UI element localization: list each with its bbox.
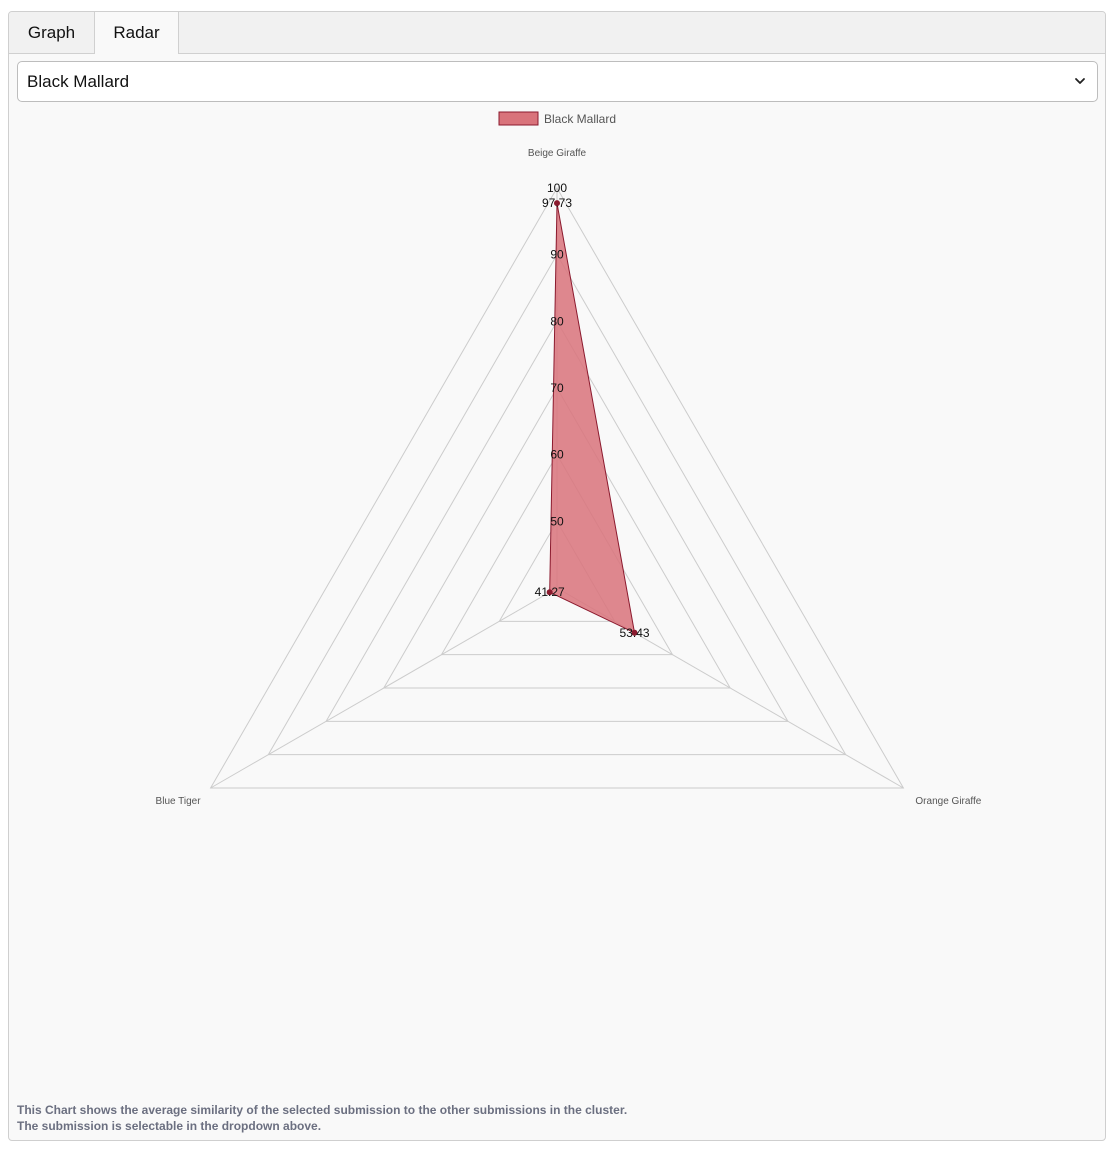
- chevron-down-icon: [1075, 78, 1085, 84]
- chart-footnote: This Chart shows the average similarity …: [17, 1102, 627, 1134]
- radar-series: [546, 200, 638, 636]
- data-point[interactable]: [554, 200, 560, 207]
- grid-ring: [209, 186, 905, 789]
- data-label: 41.27: [535, 585, 565, 599]
- tab-radar[interactable]: Radar: [94, 12, 179, 54]
- radial-tick-label: 80: [550, 314, 564, 328]
- footnote-line-2: The submission is selectable in the drop…: [17, 1119, 322, 1133]
- legend-swatch[interactable]: [498, 111, 539, 126]
- grid-spoke: [210, 587, 558, 789]
- chart-panel: Graph Radar Black Mallard Black Mallard …: [8, 11, 1106, 1141]
- category-label: Orange Giraffe: [915, 796, 981, 807]
- data-point[interactable]: [631, 629, 638, 636]
- radial-tick-label: 90: [550, 248, 564, 262]
- grid-ring: [382, 386, 732, 689]
- submission-dropdown[interactable]: Black Mallard: [17, 61, 1098, 102]
- dropdown-selected-value: Black Mallard: [27, 72, 130, 91]
- legend: Black Mallard: [498, 111, 616, 126]
- data-label: 97.73: [542, 196, 572, 210]
- radial-tick-label: 60: [550, 448, 564, 462]
- radial-tick-label: 50: [550, 514, 564, 528]
- grid-ring: [325, 320, 789, 722]
- radial-tick-label: 100: [547, 181, 567, 195]
- footnote-line-1: This Chart shows the average similarity …: [17, 1103, 628, 1117]
- grid-ring: [267, 253, 847, 756]
- series-area: [549, 203, 636, 634]
- tab-bar: Graph Radar: [9, 12, 1105, 54]
- category-label: Beige Giraffe: [528, 148, 587, 159]
- category-label: Blue Tiger: [156, 796, 202, 807]
- legend-label: Black Mallard: [544, 112, 616, 126]
- data-point[interactable]: [546, 589, 553, 596]
- radial-tick-label: 70: [550, 381, 564, 395]
- tab-graph[interactable]: Graph: [27, 23, 76, 42]
- data-label: 53.43: [620, 626, 650, 640]
